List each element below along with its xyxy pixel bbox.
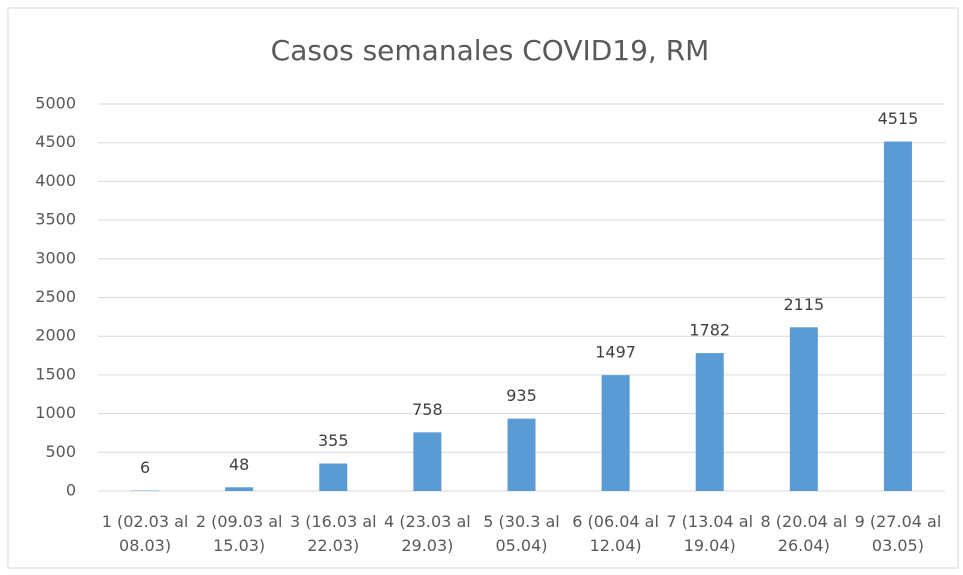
data-label: 2115 (783, 295, 824, 314)
bar (413, 432, 442, 491)
x-tick-label: 4 (23.03 al 29.03) (384, 512, 471, 555)
bar (319, 463, 348, 491)
bar (789, 327, 818, 491)
y-tick-label: 0 (66, 481, 76, 500)
y-tick-label: 1500 (35, 364, 76, 383)
bar (883, 141, 912, 491)
y-tick-label: 4500 (35, 132, 76, 151)
y-tick-label: 4000 (35, 171, 76, 190)
x-tick-label: 5 (30.3 al 05.04) (483, 512, 560, 555)
y-tick-label: 3500 (35, 210, 76, 229)
bar (507, 418, 536, 491)
x-tick-label: 6 (06.04 al 12.04) (572, 512, 659, 555)
x-tick-label: 8 (20.04 al 26.04) (760, 512, 848, 555)
x-tick-label: 3 (16.03 al 22.03) (289, 512, 377, 555)
y-tick-label: 2000 (35, 326, 76, 345)
data-label: 935 (506, 386, 537, 405)
data-label: 1782 (689, 321, 730, 340)
bar (225, 487, 254, 491)
x-tick-label: 9 (27.04 al 03.05) (854, 512, 942, 555)
bar (695, 353, 724, 491)
data-label: 355 (318, 431, 349, 450)
data-label: 48 (229, 455, 249, 474)
x-tick-label: 2 (09.03 al 15.03) (195, 512, 283, 555)
data-label: 1497 (595, 343, 636, 362)
chart-title: Casos semanales COVID19, RM (271, 34, 710, 67)
x-tick-label: 7 (13.04 al 19.04) (666, 512, 754, 555)
bar (601, 375, 630, 491)
data-label: 4515 (878, 109, 919, 128)
y-tick-label: 1000 (35, 403, 76, 422)
y-tick-label: 500 (45, 442, 76, 461)
data-label: 758 (412, 400, 443, 419)
data-label: 6 (140, 458, 150, 477)
y-tick-label: 2500 (35, 287, 76, 306)
x-tick-label: 1 (02.03 al 08.03) (101, 512, 189, 555)
y-tick-label: 5000 (35, 94, 76, 113)
y-tick-label: 3000 (35, 248, 76, 267)
